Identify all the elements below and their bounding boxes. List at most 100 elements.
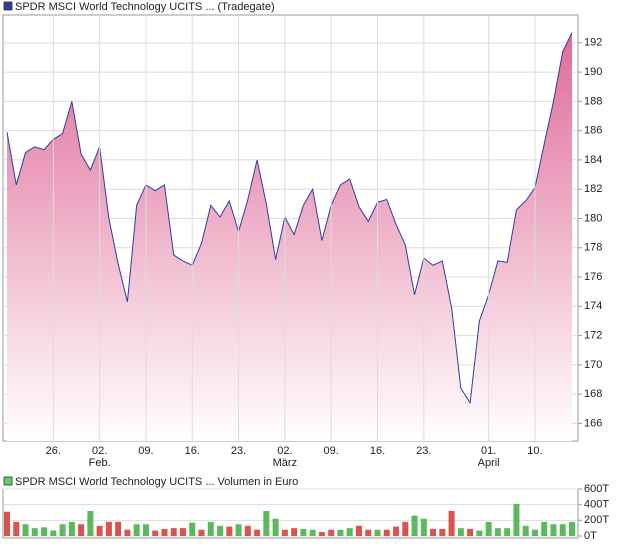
- volume-bar: [300, 528, 307, 536]
- volume-bar: [41, 527, 48, 536]
- volume-bar: [513, 503, 520, 536]
- y-tick-label: 600T: [584, 483, 609, 495]
- volume-bar: [494, 528, 501, 536]
- volume-bar: [467, 528, 474, 536]
- volume-bar: [281, 529, 288, 536]
- x-tick-label: 09.: [138, 445, 153, 457]
- volume-bar: [152, 530, 159, 536]
- volume-bar: [485, 521, 492, 536]
- volume-bar: [476, 530, 483, 536]
- volume-bar: [383, 529, 390, 536]
- x-tick-label: 23.: [416, 445, 431, 457]
- volume-bar: [133, 524, 140, 536]
- area-fill: [7, 32, 572, 441]
- x-tick-label: 02.: [277, 445, 292, 457]
- volume-bar: [87, 510, 94, 536]
- x-tick-label: 02.: [92, 445, 107, 457]
- volume-bar: [346, 528, 353, 536]
- volume-bar: [226, 526, 233, 536]
- volume-bar: [430, 528, 437, 536]
- y-tick-label: 400T: [584, 499, 609, 511]
- volume-bar: [198, 529, 205, 536]
- y-tick-label: 180: [584, 212, 602, 224]
- volume-bar: [569, 521, 575, 536]
- volume-bar: [448, 510, 455, 536]
- volume-bar: [522, 525, 529, 536]
- y-tick-label: 188: [584, 95, 602, 107]
- volume-bar: [105, 521, 112, 536]
- volume-bar: [96, 525, 103, 536]
- y-tick-label: 166: [584, 417, 602, 429]
- y-tick-label: 200T: [584, 514, 609, 526]
- y-tick-label: 0T: [584, 530, 597, 542]
- x-tick-label: 23.: [231, 445, 246, 457]
- month-label: März: [273, 457, 297, 469]
- volume-bar: [318, 532, 325, 536]
- volume-bar: [235, 524, 242, 536]
- legend-label: SPDR MSCI World Technology UCITS ... (Tr…: [15, 1, 275, 13]
- volume-bar: [374, 529, 381, 536]
- x-tick-label: 01.: [481, 445, 496, 457]
- volume-bar: [115, 521, 122, 536]
- y-tick-label: 192: [584, 37, 602, 49]
- y-tick-label: 182: [584, 183, 602, 195]
- x-tick-label: 16.: [185, 445, 200, 457]
- legend-swatch: [3, 476, 13, 486]
- month-label: April: [478, 457, 500, 469]
- volume-bar: [142, 524, 149, 536]
- month-label: Feb.: [89, 457, 111, 469]
- x-tick-label: 26.: [46, 445, 61, 457]
- volume-bar: [244, 525, 251, 536]
- volume-bar: [355, 525, 362, 536]
- legend-swatch: [3, 1, 13, 11]
- volume-bar: [411, 515, 418, 536]
- volume-bar: [68, 521, 75, 536]
- y-tick-label: 176: [584, 271, 602, 283]
- volume-bar: [189, 522, 196, 536]
- volume-bar: [170, 528, 177, 536]
- x-tick-label: 10.: [527, 445, 542, 457]
- price-line: [6, 32, 573, 405]
- volume-bar: [393, 526, 400, 536]
- y-tick-label: 172: [584, 330, 602, 342]
- y-tick-label: 184: [584, 154, 602, 166]
- volume-bar: [59, 524, 66, 536]
- legend-label: SPDR MSCI World Technology UCITS ... Vol…: [15, 476, 298, 488]
- volume-bar: [207, 521, 214, 536]
- y-tick-label: 174: [584, 300, 602, 312]
- volume-bar: [328, 529, 335, 536]
- volume-bar: [550, 524, 557, 536]
- volume-bar: [420, 518, 427, 536]
- volume-bar: [439, 528, 446, 536]
- volume-bar: [309, 529, 316, 536]
- volume-bar: [179, 528, 186, 536]
- volume-bar: [457, 528, 464, 536]
- volume-bar: [161, 528, 168, 536]
- volume-bar: [263, 510, 270, 536]
- x-tick-label: 16.: [370, 445, 385, 457]
- volume-bar: [217, 525, 224, 536]
- volume-bar: [254, 529, 261, 536]
- volume-bar: [365, 529, 372, 536]
- volume-bar: [402, 521, 409, 536]
- y-tick-label: 190: [584, 66, 602, 78]
- volume-bar: [337, 529, 344, 536]
- volume-bar: [50, 530, 57, 536]
- volume-bar: [13, 521, 20, 536]
- y-tick-label: 168: [584, 388, 602, 400]
- volume-bar: [78, 524, 85, 536]
- y-tick-label: 186: [584, 125, 602, 137]
- volume-bar: [559, 524, 566, 536]
- volume-bar: [541, 521, 548, 536]
- volume-bar: [291, 528, 298, 536]
- y-tick-label: 170: [584, 359, 602, 371]
- volume-bar: [31, 528, 38, 536]
- volume-bar: [4, 511, 10, 536]
- x-tick-label: 09.: [324, 445, 339, 457]
- volume-bar: [504, 528, 511, 536]
- y-tick-label: 178: [584, 242, 602, 254]
- volume-bar: [22, 524, 29, 536]
- volume-bar: [124, 529, 131, 536]
